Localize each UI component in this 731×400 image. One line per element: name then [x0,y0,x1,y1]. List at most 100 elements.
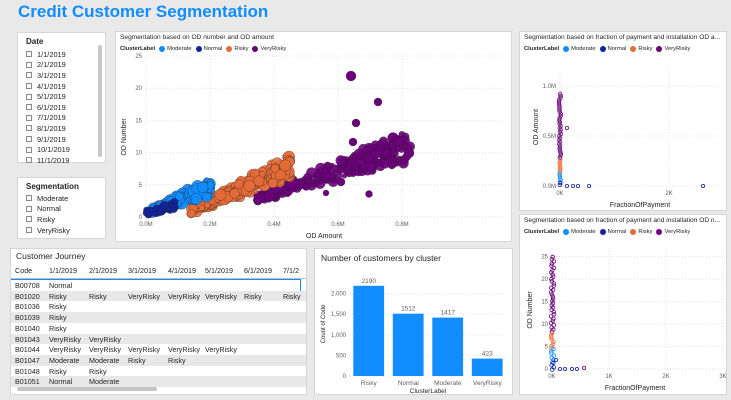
legend-label: Moderate [571,46,596,52]
checkbox[interactable] [26,157,32,164]
table-cell: B01044 [15,345,40,355]
scatter-main-plot[interactable]: 0 5 10 15 20 25 0.0M 0.2M 0.4M 0.6M 0.8M OD Amount O… [116,32,513,243]
table-row[interactable]: B01040 Risky [11,323,306,334]
data-point [370,148,381,160]
checkbox[interactable] [26,61,32,68]
bar-data-label: 1512 [401,306,416,313]
date-slicer-item[interactable]: 9/1/2019 [26,134,70,145]
checkbox[interactable] [26,93,32,100]
segmentation-slicer-item[interactable]: Moderate [26,193,70,204]
checkbox[interactable] [26,51,32,58]
checkbox[interactable] [26,72,32,79]
table-cell: B01020 [15,291,40,301]
column-header[interactable]: 4/1/2019 [168,266,196,275]
segmentation-slicer-item-label: VeryRisky [37,225,70,235]
table-cell: B01048 [15,366,40,376]
table-row[interactable]: B01048 Risky Risky [11,366,306,377]
data-point [206,181,215,190]
legend-item-veryrisky[interactable]: VeryRisky [656,229,690,235]
scatter-main-title: Segmentation based on OD number and OD a… [120,34,274,41]
column-header[interactable]: 6/1/2019 [244,266,272,275]
data-point [557,159,562,165]
date-slicer-scrollbar[interactable] [98,45,102,157]
table-row[interactable]: B01036 Risky [11,301,306,312]
legend-title: ClusterLabel [120,46,156,52]
checkbox[interactable] [26,146,32,153]
scatter-od-number-amount[interactable]: Segmentation based on OD number and OD a… [115,31,512,242]
table-cell: Risky [89,366,107,376]
scatter-br-plot[interactable]: 0 5 10 15 20 25 0K 1K 2K 3K FractionOfPayment OD Nu… [520,215,728,396]
data-point [274,169,286,181]
legend-item-moderate[interactable]: Moderate [159,46,192,52]
date-slicer-item[interactable]: 3/1/2019 [26,70,70,81]
segmentation-slicer-item[interactable]: Normal [26,204,70,215]
column-header[interactable]: 1/1/2019 [49,266,77,275]
date-slicer-item-label: 1/1/2019 [37,49,66,59]
segmentation-slicer-item[interactable]: VeryRisky [26,225,70,236]
legend-item-normal[interactable]: Normal [195,46,223,52]
date-slicer-item[interactable]: 6/1/2019 [26,102,70,113]
legend-item-risky[interactable]: Risky [630,229,652,235]
legend-item-risky[interactable]: Risky [226,46,248,52]
checkbox[interactable] [26,125,32,132]
y-axis-label: Count of Code [321,304,327,343]
bar-chart-plot[interactable]: Number of customers by cluster 0 500 1,000 1… [315,249,514,396]
data-point [549,332,554,338]
legend-item-moderate[interactable]: Moderate [563,229,596,235]
checkbox[interactable] [26,195,32,202]
legend-item-moderate[interactable]: Moderate [563,46,596,52]
column-header[interactable]: 5/1/2019 [205,266,233,275]
legend-item-veryrisky[interactable]: VeryRisky [656,46,690,52]
legend-item-veryrisky[interactable]: VeryRisky [252,46,286,52]
date-slicer-item[interactable]: 8/1/2019 [26,123,70,134]
table-row[interactable]: B01039 Risky [11,312,306,323]
segmentation-slicer-item[interactable]: Risky [26,214,70,225]
y-tick-label: 5 [545,345,549,351]
date-slicer-item[interactable]: 2/1/2019 [26,60,70,71]
column-header[interactable]: 7/1/2 [283,266,299,275]
scatter-tr-plot[interactable]: 0.0M 0.5M 1.0M 0K 2K FractionOfPayment OD Amou… [520,32,728,212]
date-slicer-item[interactable]: 4/1/2019 [26,81,70,92]
bar-chart-customers-by-cluster[interactable]: Number of customers by cluster 0 500 1,000 1… [314,248,513,395]
checkbox[interactable] [26,136,32,143]
date-slicer-item[interactable]: 10/1/2019 [26,144,70,155]
data-point [551,346,556,352]
checkbox[interactable] [26,205,32,212]
scatter-main-legend: ClusterLabel Moderate Normal Risky VeryRisky [120,46,290,52]
data-point [565,183,570,188]
column-header[interactable]: 2/1/2019 [89,266,117,275]
data-point [557,171,562,177]
table-cell: VeryRisky [49,345,81,355]
column-header[interactable]: 3/1/2019 [128,266,156,275]
scatter-fraction-od-number[interactable]: Segmentation based on fraction of paymen… [519,214,727,395]
date-slicer-item[interactable]: 7/1/2019 [26,113,70,124]
checkbox[interactable] [26,227,32,234]
date-slicer-list: 1/1/2019 2/1/2019 3/1/2019 4/1/2019 5/1/2019… [26,49,70,166]
table-row[interactable]: B01043 VeryRisky VeryRisky [11,333,306,345]
date-slicer-item[interactable]: 5/1/2019 [26,91,70,102]
checkbox[interactable] [26,216,32,223]
x-tick-label: Risky [361,380,378,387]
table-row[interactable]: B01051 Normal Moderate [11,376,306,387]
table-row[interactable]: B01047 Moderate Moderate Risky Risky [11,354,306,366]
table-cell: Risky [128,355,146,365]
checkbox[interactable] [26,104,32,111]
date-slicer-item[interactable]: 11/1/2019 [26,155,70,166]
legend-label: Normal [203,46,223,52]
table-row[interactable]: B00708 Normal [11,279,301,292]
journey-horizontal-scrollbar[interactable] [17,387,157,391]
data-point [558,163,563,169]
checkbox[interactable] [26,83,32,90]
scatter-fraction-od-amount[interactable]: Segmentation based on fraction of paymen… [519,31,727,211]
data-point [557,107,562,113]
data-point [550,272,555,277]
legend-item-risky[interactable]: Risky [630,46,652,52]
table-row[interactable]: B01044 VeryRisky VeryRisky VeryRisky VeryRis… [11,344,306,355]
legend-item-normal[interactable]: Normal [599,229,626,235]
table-row[interactable]: B01020 Risky Risky VeryRisky VeryRisky VeryRi… [11,290,306,302]
column-header[interactable]: Code [15,266,33,275]
legend-label: Risky [638,229,653,235]
legend-item-normal[interactable]: Normal [599,46,626,52]
date-slicer-item[interactable]: 1/1/2019 [26,49,70,60]
checkbox[interactable] [26,114,32,121]
